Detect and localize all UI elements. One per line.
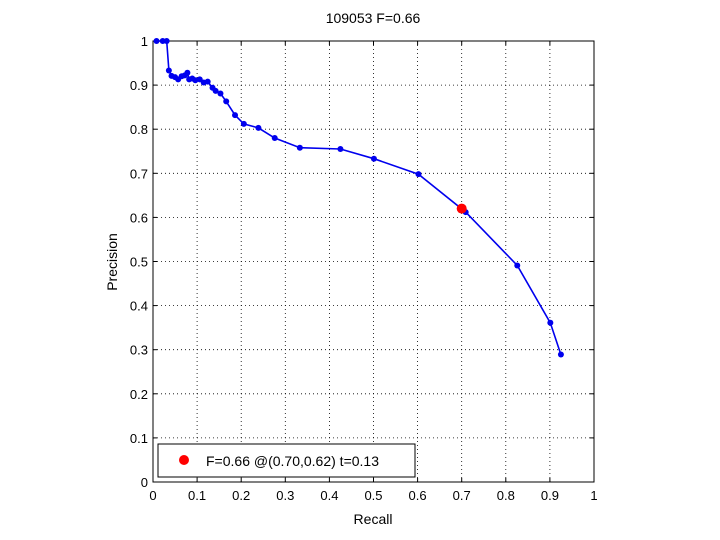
grid-lines xyxy=(153,41,594,482)
series-point xyxy=(204,78,211,85)
series-point xyxy=(153,38,160,44)
series-point xyxy=(232,112,239,119)
x-tick-label: 0.9 xyxy=(541,488,559,503)
y-axis-label: Precision xyxy=(104,233,120,291)
series-point xyxy=(184,69,191,76)
series-point xyxy=(415,171,422,178)
y-tick-label: 0.7 xyxy=(130,166,148,181)
x-tick-label: 0.3 xyxy=(276,488,294,503)
series-point xyxy=(212,87,219,94)
series-point xyxy=(240,120,247,127)
series-point xyxy=(255,124,262,131)
y-tick-label: 0.9 xyxy=(130,78,148,93)
axis-ticks xyxy=(152,40,595,483)
legend-box xyxy=(157,443,416,478)
y-tick-label: 0.1 xyxy=(130,431,148,446)
y-tick-label: 0.4 xyxy=(130,299,148,314)
legend-label: F=0.66 @(0.70,0.62) t=0.13 xyxy=(206,453,379,469)
x-tick-labels: 0 0.1 0.2 0.3 0.4 0.5 0.6 0.7 0.8 0.9 1 xyxy=(149,488,597,503)
series-point xyxy=(163,38,170,44)
x-axis-label: Recall xyxy=(354,511,393,527)
legend: F=0.66 @(0.70,0.62) t=0.13 xyxy=(157,443,416,478)
chart-title: 109053 F=0.66 xyxy=(326,10,421,26)
x-tick-label: 0.7 xyxy=(453,488,471,503)
series-point xyxy=(547,319,554,326)
x-tick-label: 1 xyxy=(590,488,597,503)
legend-marker xyxy=(179,455,189,465)
x-tick-label: 0.1 xyxy=(188,488,206,503)
series-line xyxy=(156,40,562,355)
x-tick-label: 0.5 xyxy=(364,488,382,503)
best-f-point xyxy=(456,203,467,214)
series-point xyxy=(223,98,230,105)
x-tick-label: 0.4 xyxy=(320,488,338,503)
x-tick-label: 0.2 xyxy=(232,488,250,503)
y-tick-label: 0 xyxy=(141,475,148,490)
x-tick-label: 0.8 xyxy=(497,488,515,503)
x-tick-label: 0.6 xyxy=(409,488,427,503)
y-tick-label: 1 xyxy=(141,34,148,49)
y-tick-label: 0.2 xyxy=(130,387,148,402)
series-points xyxy=(153,38,564,358)
series-point xyxy=(165,67,172,74)
x-tick-label: 0 xyxy=(149,488,156,503)
y-tick-label: 0.8 xyxy=(130,122,148,137)
series-point xyxy=(514,262,521,269)
series-point xyxy=(217,90,224,97)
series-point xyxy=(370,155,377,162)
y-tick-label: 0.5 xyxy=(130,255,148,270)
y-tick-label: 0.3 xyxy=(130,343,148,358)
series-point xyxy=(271,135,278,142)
y-tick-label: 0.6 xyxy=(130,210,148,225)
series-point xyxy=(337,146,344,153)
series-point xyxy=(557,351,564,358)
y-tick-labels: 0 0.1 0.2 0.3 0.4 0.5 0.6 0.7 0.8 0.9 1 xyxy=(130,34,148,490)
series-point xyxy=(296,144,303,151)
